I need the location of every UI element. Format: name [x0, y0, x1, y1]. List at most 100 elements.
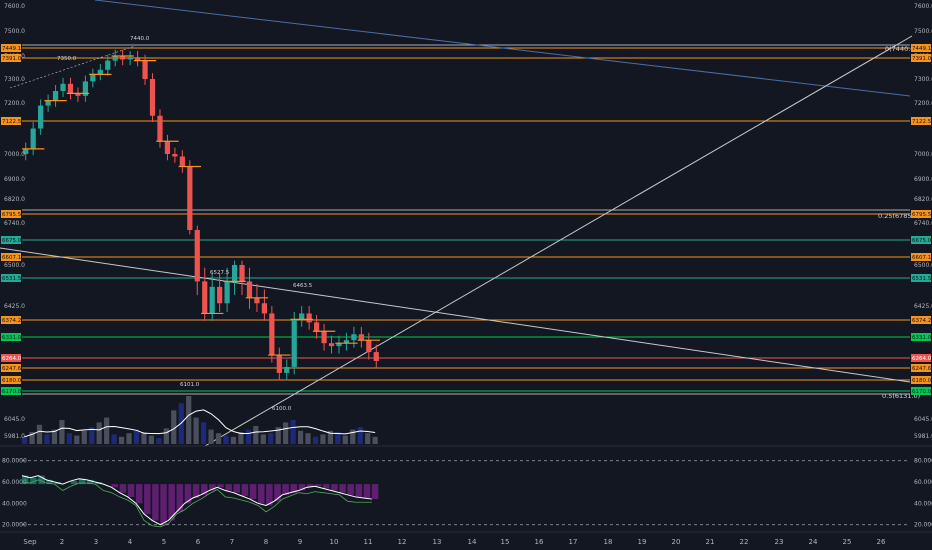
level-tag-label: 6170.0 — [2, 389, 22, 395]
level-tag-label: 6374.2 — [2, 318, 21, 324]
osc-tick-label: 20.0000 — [914, 522, 932, 529]
osc-histogram-bar — [274, 484, 281, 502]
candles — [22, 49, 380, 381]
candle-body — [321, 331, 327, 344]
annotation-low2: 6100.0 — [272, 406, 292, 412]
price-tick-label: 6820.0 — [4, 196, 25, 203]
volume-bar — [133, 429, 140, 444]
volume-bar — [89, 427, 95, 444]
level-tag-bg — [1, 376, 21, 384]
price-axis-right: 7600.07500.07400.07300.07200.07000.06900… — [914, 3, 932, 440]
volume-bar — [215, 433, 222, 444]
volume-bar — [245, 429, 251, 444]
price-tick-label: 6900.0 — [914, 176, 932, 183]
osc-histogram-bar — [266, 484, 273, 506]
volume-bar — [327, 430, 334, 444]
level-tags-left: 7449.1 7391.0 7122.5 6795.5 6675.0 6607.1 6531… — [1, 44, 22, 395]
volume-bar — [141, 432, 147, 444]
volume-bar — [104, 417, 110, 444]
volume-bar — [230, 436, 237, 444]
candle-body — [231, 265, 238, 282]
level-tag-label: 6170.0 — [912, 389, 932, 395]
level-tag-label: 6795.5 — [2, 212, 22, 218]
volume-bar — [186, 396, 192, 444]
volume-bar — [171, 410, 177, 444]
level-tag-bg — [911, 236, 931, 244]
osc-histogram-bar — [135, 484, 143, 504]
volume-bar — [283, 422, 289, 444]
osc-tick-label: 80.0000 — [914, 458, 932, 465]
price-tick-label: 6045.0 — [4, 416, 25, 423]
time-tick-label: 16 — [535, 538, 544, 546]
level-tag-label: 6531.5 — [2, 276, 22, 282]
price-tick-label: 6740.0 — [914, 220, 932, 227]
osc-histogram-bar — [371, 484, 379, 500]
price-tick-label: 6500.0 — [914, 262, 932, 269]
price-tick-label: 6425.0 — [914, 303, 932, 310]
time-tick-label: 3 — [94, 538, 98, 546]
candle-body — [45, 100, 51, 106]
price-tick-label: 7600.0 — [914, 3, 932, 10]
peak-dashed-line — [9, 45, 136, 89]
candle-body — [343, 340, 350, 344]
time-tick-label: 12 — [398, 538, 407, 546]
signal-line — [21, 479, 372, 528]
osc-histogram-bar — [331, 484, 338, 491]
price-tick-label: 7000.0 — [4, 151, 25, 158]
osc-histogram-bar — [119, 484, 127, 493]
candle-body — [261, 303, 268, 314]
osc-histogram-bar — [168, 484, 175, 521]
osc-tick-label: 40.0000 — [914, 500, 932, 507]
candle-body — [120, 56, 126, 60]
candle-body — [105, 60, 111, 70]
candle-body — [112, 56, 118, 61]
candle-body — [246, 281, 253, 298]
price-tick-label: 6425.0 — [4, 303, 25, 310]
level-tag-label: 6675.0 — [912, 238, 932, 244]
candle-body — [187, 166, 193, 230]
volume-bar — [357, 427, 363, 444]
volume-bar — [111, 434, 117, 444]
level-tag-bg — [1, 44, 21, 52]
level-tag-bg — [911, 364, 931, 372]
time-tick-label: 4 — [128, 538, 133, 546]
ascending-trendline — [204, 35, 913, 447]
osc-histogram-bar — [201, 484, 208, 495]
price-tick-label: 7000.0 — [914, 151, 932, 158]
level-tag-bg — [1, 210, 21, 218]
osc-histogram-bar — [176, 484, 184, 512]
osc-histogram-bar — [127, 484, 135, 497]
candle-body — [276, 355, 282, 373]
candle-body — [142, 60, 148, 79]
candle-body — [52, 91, 59, 101]
volume-bar — [312, 436, 319, 444]
volume-bar — [305, 433, 311, 444]
volume-bar — [22, 436, 28, 444]
volume-bar — [342, 435, 348, 444]
price-tick-label: 6820.0 — [914, 196, 932, 203]
osc-histogram-bar — [314, 484, 322, 487]
volume-bar — [74, 435, 80, 444]
level-tag-bg — [911, 54, 931, 62]
osc-histogram-bar — [249, 484, 257, 500]
level-tag-bg — [911, 333, 931, 341]
horizontal-levels — [22, 44, 910, 395]
time-tick-label: 10 — [330, 538, 339, 546]
osc-histogram-bar — [87, 479, 94, 485]
volume-bar — [365, 433, 371, 444]
osc-histogram-bar — [38, 475, 45, 485]
time-tick-label: 8 — [264, 538, 268, 546]
annotation-mid-high: 6527.5 — [210, 270, 230, 276]
price-tick-label: 7500.0 — [914, 28, 932, 35]
osc-tick-label: 60.0000 — [2, 479, 27, 486]
candle-body — [97, 69, 103, 75]
volume-bar — [36, 424, 43, 444]
price-tick-label: 7600.0 — [4, 3, 25, 10]
level-tag-label: 6331.0 — [2, 335, 22, 341]
price-axis-left: 7600.07500.07400.07300.07200.07000.06900… — [4, 3, 25, 440]
osc-histogram-bar — [298, 484, 306, 491]
price-tick-label: 6045.0 — [914, 416, 932, 423]
volume-bar — [59, 420, 65, 444]
